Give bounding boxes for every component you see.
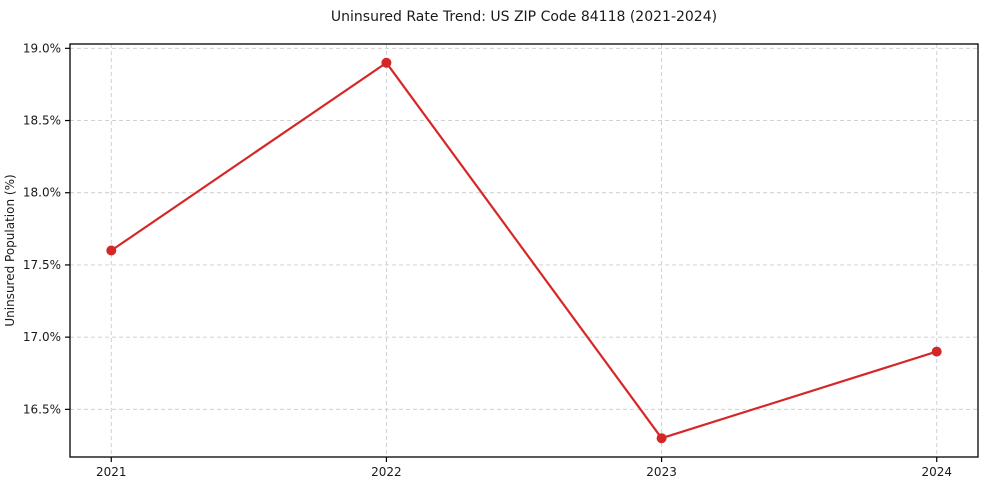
- y-tick-label: 18.5%: [23, 114, 61, 128]
- x-tick-label: 2024: [921, 465, 952, 479]
- x-tick-label: 2022: [371, 465, 402, 479]
- data-point-2022: [381, 57, 392, 68]
- plot-frame: [69, 43, 979, 458]
- y-tick-label: 17.5%: [23, 258, 61, 272]
- data-point-2021: [106, 245, 117, 256]
- y-tick-label: 19.0%: [23, 41, 61, 55]
- data-point-2023: [656, 433, 667, 444]
- x-tick-label: 2021: [96, 465, 127, 479]
- trend-line: [110, 61, 938, 440]
- y-tick-label: 18.0%: [23, 186, 61, 200]
- x-tick-label: 2023: [646, 465, 677, 479]
- y-axis-label: Uninsured Population (%): [3, 174, 17, 326]
- chart-title: Uninsured Rate Trend: US ZIP Code 84118 …: [331, 9, 717, 25]
- y-tick-label: 16.5%: [23, 402, 61, 416]
- data-point-2024: [931, 346, 942, 357]
- y-tick-label: 17.0%: [23, 330, 61, 344]
